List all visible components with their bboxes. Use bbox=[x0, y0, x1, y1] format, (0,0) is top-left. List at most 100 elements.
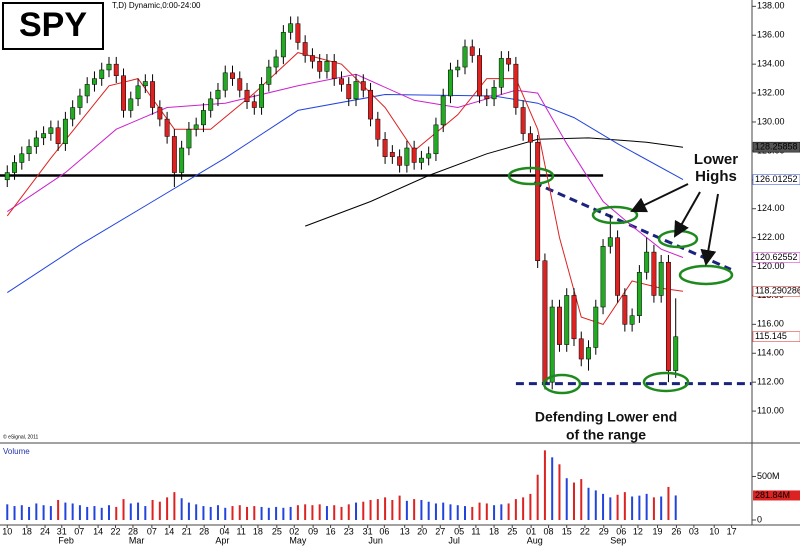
x-tick-label: 10 bbox=[2, 526, 12, 536]
x-tick-label: 13 bbox=[400, 526, 410, 536]
month-label: Mar bbox=[129, 535, 145, 545]
candle-body bbox=[615, 237, 621, 296]
candle-body bbox=[368, 89, 374, 120]
volume-bar bbox=[253, 506, 256, 520]
volume-bar bbox=[137, 502, 140, 520]
volume-bar bbox=[35, 503, 38, 520]
annotation: of the range bbox=[566, 427, 646, 443]
volume-bar bbox=[522, 497, 525, 520]
moving-average bbox=[7, 93, 684, 294]
y-tick-label: 110.00 bbox=[757, 405, 784, 415]
annotation: Highs bbox=[695, 168, 737, 185]
candle-body bbox=[455, 66, 461, 71]
volume-bar bbox=[100, 507, 103, 520]
x-tick-label: 07 bbox=[147, 526, 157, 536]
month-label: Jul bbox=[448, 535, 460, 545]
volume-label: Volume bbox=[3, 447, 30, 456]
month-label: Feb bbox=[58, 535, 74, 545]
moving-average bbox=[7, 73, 684, 258]
month-label: Apr bbox=[215, 535, 229, 545]
volume-bar bbox=[275, 506, 278, 520]
candle-body bbox=[418, 157, 424, 163]
value-label-box bbox=[753, 490, 800, 501]
candle-body bbox=[651, 251, 657, 296]
volume-bar bbox=[384, 497, 387, 520]
volume-bar bbox=[456, 505, 459, 520]
candle-body bbox=[644, 251, 650, 273]
volume-bar bbox=[260, 506, 263, 520]
candle-body bbox=[200, 110, 206, 126]
volume-bar bbox=[609, 497, 612, 520]
highlight-ovals bbox=[507, 166, 734, 395]
volume-bar bbox=[267, 507, 270, 520]
candle-body bbox=[557, 306, 562, 345]
candle-body bbox=[251, 101, 257, 108]
volume-bar bbox=[543, 450, 546, 520]
volume-bar bbox=[282, 507, 285, 520]
volume-bar bbox=[616, 494, 619, 520]
volume-bar bbox=[500, 504, 503, 520]
candle-body bbox=[273, 56, 279, 68]
volume-bar bbox=[485, 503, 488, 520]
volume-bar bbox=[391, 499, 394, 520]
x-tick-label: 23 bbox=[344, 526, 354, 536]
volume-bar bbox=[398, 495, 401, 520]
x-tick-label: 24 bbox=[40, 526, 50, 536]
volume-bar bbox=[587, 487, 590, 520]
y-tick-label: 120.00 bbox=[757, 261, 785, 271]
x-tick-label: 04 bbox=[220, 526, 230, 536]
x-tick-label: 18 bbox=[489, 526, 499, 536]
volume-bar bbox=[311, 505, 314, 520]
volume-bar bbox=[238, 505, 241, 520]
candle-body bbox=[506, 58, 512, 65]
volume-bar bbox=[602, 493, 605, 520]
candle-body bbox=[77, 95, 83, 108]
volume-bar bbox=[340, 506, 343, 520]
y-tick-label: 114.00 bbox=[757, 348, 784, 358]
y-tick-label: 136.00 bbox=[757, 30, 785, 40]
candle-body bbox=[302, 42, 308, 56]
volume-bar bbox=[78, 505, 81, 520]
candle-body bbox=[586, 347, 591, 360]
x-tick-label: 29 bbox=[599, 526, 609, 536]
candle-body bbox=[92, 78, 97, 85]
volume-bar bbox=[6, 504, 9, 520]
candle-body bbox=[426, 153, 432, 159]
candle-body bbox=[295, 23, 301, 43]
subtitle: T,D) Dynamic,0:00-24:00 bbox=[112, 1, 201, 10]
candle-body bbox=[266, 66, 272, 85]
candle-body bbox=[324, 61, 330, 72]
x-tick-label: 27 bbox=[435, 526, 445, 536]
y-tick-label: 112.00 bbox=[757, 377, 784, 387]
volume-bar bbox=[565, 478, 568, 520]
month-label: Sep bbox=[610, 535, 626, 545]
volume-bar bbox=[71, 503, 74, 520]
candle-body bbox=[331, 61, 337, 79]
volume-bar bbox=[202, 506, 205, 520]
candle-body bbox=[280, 32, 286, 58]
y-tick-label: 134.00 bbox=[757, 59, 785, 69]
x-tick-label: 28 bbox=[128, 526, 138, 536]
candle-body bbox=[135, 85, 141, 100]
arrow bbox=[630, 183, 689, 213]
candle-body bbox=[179, 147, 185, 173]
candle-body bbox=[665, 261, 671, 371]
x-tick-label: 25 bbox=[507, 526, 517, 536]
candle-body bbox=[397, 156, 403, 166]
x-tick-label: 25 bbox=[272, 526, 282, 536]
month-label: May bbox=[289, 535, 307, 545]
candle-body bbox=[193, 124, 199, 130]
candle-body bbox=[593, 306, 599, 348]
candle-body bbox=[564, 295, 570, 345]
volume-bar bbox=[660, 496, 663, 520]
x-tick-label: 05 bbox=[454, 526, 464, 536]
candle-body bbox=[448, 69, 453, 97]
x-tick-label: 06 bbox=[616, 526, 626, 536]
x-tick-label: 14 bbox=[93, 526, 103, 536]
candle-body bbox=[658, 261, 664, 296]
candle-body bbox=[629, 315, 635, 325]
candle-body bbox=[498, 58, 504, 88]
month-label: Aug bbox=[527, 535, 543, 545]
y-tick-label: 122.00 bbox=[757, 232, 785, 242]
